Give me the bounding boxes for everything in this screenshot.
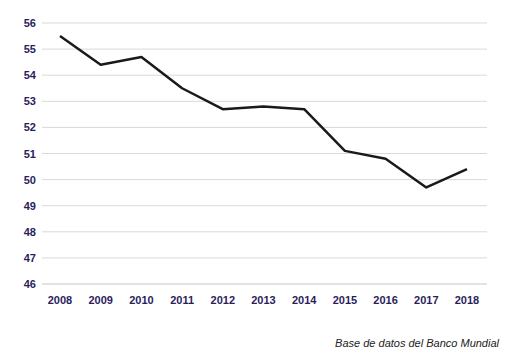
grid-line <box>42 23 487 24</box>
x-tick-label: 2014 <box>292 294 317 306</box>
y-tick-label: 56 <box>24 17 36 29</box>
grid-line <box>42 257 487 258</box>
y-tick-label: 52 <box>24 121 36 133</box>
x-tick-label: 2012 <box>211 294 235 306</box>
chart-container: 4647484950515253545556200820092010201120… <box>0 0 511 359</box>
y-tick-label: 47 <box>24 252 36 264</box>
page: {"chart_data": {"type": "line", "categor… <box>0 0 511 359</box>
grid-line <box>42 101 487 102</box>
grid-line <box>42 75 487 76</box>
y-tick-label: 55 <box>24 43 36 55</box>
source-note: Base de datos del Banco Mundial <box>335 337 499 349</box>
grid-line <box>42 49 487 50</box>
x-tick-label: 2010 <box>129 294 153 306</box>
y-tick-label: 51 <box>24 148 36 160</box>
grid-line <box>42 179 487 180</box>
chart-svg: 4647484950515253545556200820092010201120… <box>0 0 511 359</box>
x-tick-label: 2018 <box>455 294 479 306</box>
x-tick-label: 2016 <box>373 294 397 306</box>
grid-line <box>42 205 487 206</box>
grid-line <box>42 231 487 232</box>
grid-line <box>42 153 487 154</box>
x-tick-label: 2017 <box>414 294 438 306</box>
x-axis: 2008 2009 2010 2011 2012 2013 2014 2015 2016 2017… <box>48 294 479 306</box>
series <box>60 36 467 187</box>
y-tick-label: 50 <box>24 174 36 186</box>
y-tick-label: 46 <box>24 278 36 290</box>
x-tick-label: 2011 <box>170 294 194 306</box>
y-tick-label: 54 <box>24 69 37 81</box>
grid-line <box>42 127 487 128</box>
line <box>60 36 467 187</box>
y-tick-label: 53 <box>24 95 36 107</box>
grid <box>42 23 487 284</box>
y-tick-label: 49 <box>24 200 36 212</box>
x-axis-line <box>42 284 487 285</box>
grid-line <box>42 284 487 285</box>
x-tick-label: 2008 <box>48 294 72 306</box>
x-tick-label: 2015 <box>333 294 357 306</box>
y-tick-label: 48 <box>24 226 36 238</box>
x-tick-label: 2009 <box>88 294 112 306</box>
y-axis: 46 47 48 49 50 51 52 53 54 55 56 <box>24 17 37 290</box>
x-tick-label: 2013 <box>251 294 275 306</box>
